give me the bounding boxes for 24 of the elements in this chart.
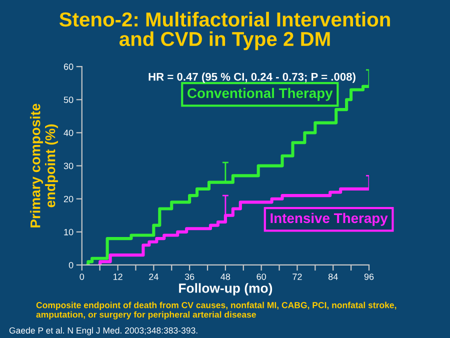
x-tick-label: 60 [256, 274, 266, 280]
y-tick-label: 60 [64, 64, 74, 70]
x-tick-label: 12 [113, 274, 122, 280]
annotation: HR = 0.47 (95 % CI, 0.24 - 0.73; P = .008) [148, 72, 356, 83]
y-tick-label: 20 [64, 196, 74, 202]
x-tick-label: 72 [292, 274, 302, 280]
y-tick-label: 0 [68, 262, 74, 268]
text: Gaede P et al. N Engl J Med. 2003;348:383-393. [9, 327, 198, 336]
x-tick-label: 36 [184, 274, 194, 280]
y-tick-label: 30 [64, 162, 74, 170]
series-label: Intensive Therapy [270, 212, 388, 226]
x-tick-label: 0 [80, 274, 84, 280]
y-axis-title: Primary composite endpoint (%) [30, 104, 58, 228]
x-tick-label: 24 [149, 274, 158, 280]
y-tick-label: 50 [64, 96, 74, 104]
text: Composite endpoint of death from CV causes, nonfatal MI, CABG, PCI, nonfatal stroke, amputation, or surgery for peripheral arterial disease [36, 302, 396, 320]
chart-title: Steno-2: Multifactorial Intervention and CVD in Type 2 DM [59, 12, 390, 50]
series-label: Conventional Therapy [188, 88, 333, 101]
x-tick-label: 84 [328, 274, 338, 280]
x-axis-title: Follow-up (mo) [179, 283, 272, 296]
x-tick-label: 48 [220, 274, 230, 280]
y-tick-label: 10 [64, 228, 74, 236]
x-tick-label: 96 [364, 274, 374, 280]
y-tick-label: 40 [64, 130, 74, 136]
